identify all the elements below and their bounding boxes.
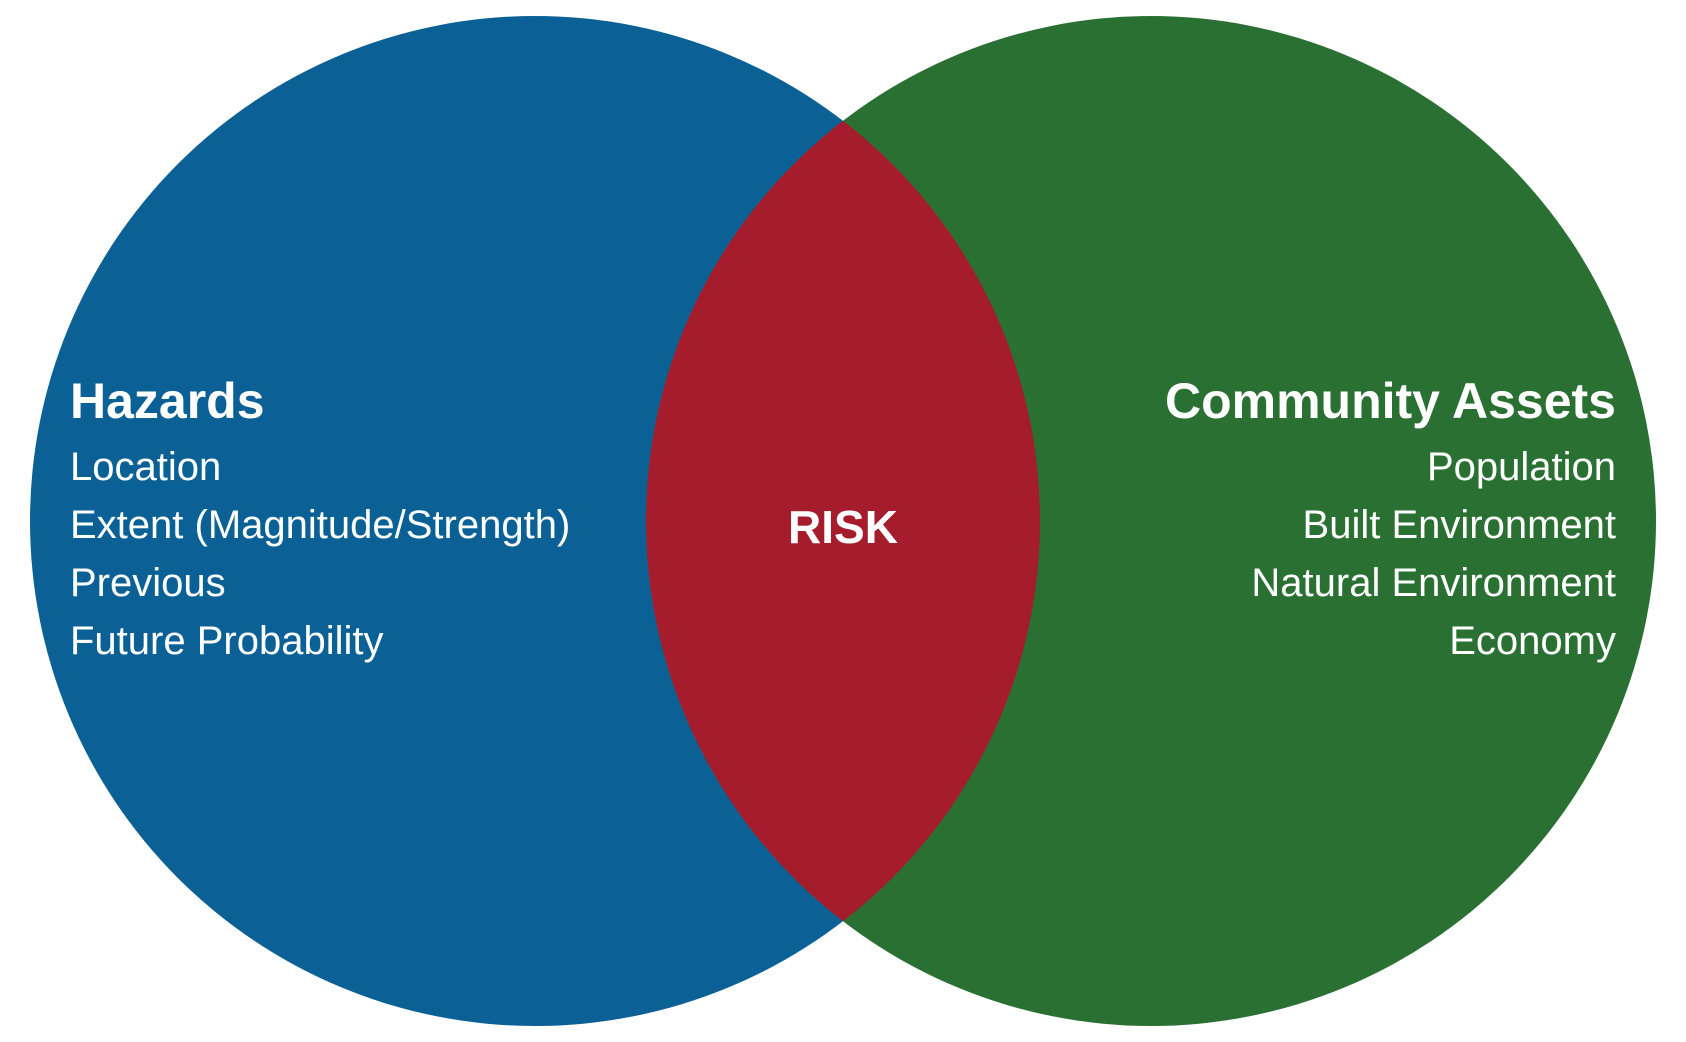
right-item: Natural Environment (1165, 554, 1616, 612)
left-title: Hazards (70, 370, 570, 432)
left-item: Location (70, 438, 570, 496)
right-text-block: Community Assets Population Built Enviro… (1165, 370, 1616, 670)
left-item: Extent (Magnitude/Strength) (70, 496, 570, 554)
left-text-block: Hazards Location Extent (Magnitude/Stren… (70, 370, 570, 670)
right-title: Community Assets (1165, 370, 1616, 432)
right-item: Population (1165, 438, 1616, 496)
right-item: Built Environment (1165, 496, 1616, 554)
left-item: Previous (70, 554, 570, 612)
right-item: Economy (1165, 612, 1616, 670)
center-label: RISK (743, 500, 943, 554)
left-item: Future Probability (70, 612, 570, 670)
venn-diagram: Hazards Location Extent (Magnitude/Stren… (0, 0, 1686, 1042)
